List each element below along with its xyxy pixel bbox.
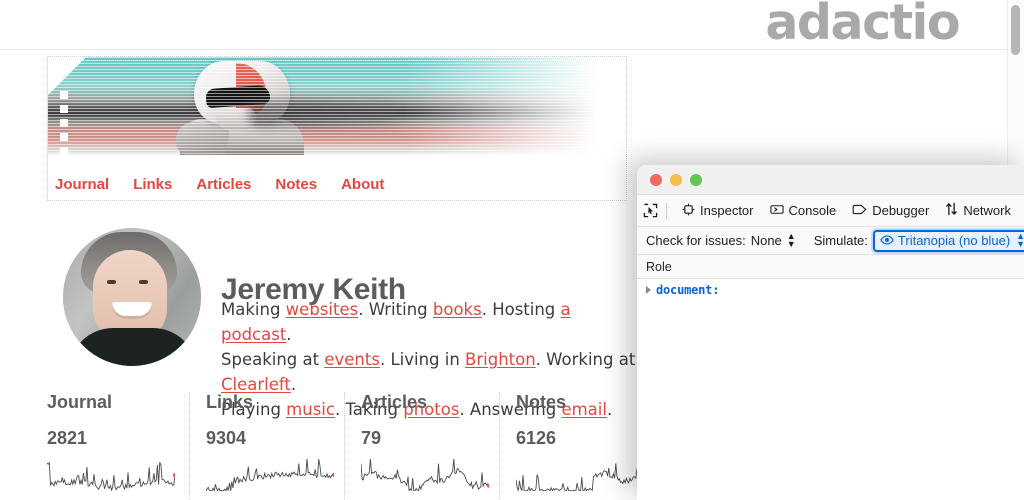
check-for-issues-select[interactable]: None ▲ ▼ xyxy=(750,230,796,249)
avatar xyxy=(63,228,201,366)
bio-text: Making xyxy=(221,300,286,319)
inspector-icon xyxy=(682,203,695,219)
bio-link-photos[interactable]: photos xyxy=(403,400,460,419)
banner-blur-shape xyxy=(248,101,398,127)
bio-text: . Writing xyxy=(358,300,433,319)
zoom-button[interactable] xyxy=(690,173,702,186)
stepper-icon: ▲ ▼ xyxy=(786,230,796,249)
bio-text: . xyxy=(290,375,297,394)
bio-link-websites[interactable]: websites xyxy=(285,300,359,319)
sparkline-chart xyxy=(361,459,489,491)
toolbar-divider xyxy=(666,202,668,219)
bio-text: . xyxy=(286,325,292,344)
banner-image xyxy=(48,57,614,155)
bio-text: . Hosting xyxy=(481,300,561,319)
profile-bio: Making websites. Writing books. Hosting … xyxy=(221,297,641,422)
eye-icon xyxy=(880,233,894,248)
bio-text: . xyxy=(606,400,613,419)
nav-item-journal[interactable]: Journal xyxy=(55,176,110,193)
page-scrollbar-thumb[interactable] xyxy=(1011,5,1020,55)
bio-link-a-podcast[interactable]: a podcast xyxy=(221,300,571,344)
bio-link-music[interactable]: music xyxy=(286,400,335,419)
bio-link-clearleft[interactable]: Clearleft xyxy=(221,375,291,394)
tab-inspector[interactable]: Inspector xyxy=(675,200,760,222)
stat-column-articles: Articles 79 xyxy=(344,392,499,500)
stat-value: 2821 xyxy=(47,428,88,448)
bio-text: . Living in xyxy=(379,350,466,369)
nav-item-about[interactable]: About xyxy=(341,176,385,193)
stat-label: Articles xyxy=(361,392,428,412)
site-navigation: Journal Links Articles Notes About xyxy=(55,176,384,193)
stat-label: Journal xyxy=(47,392,113,412)
page-title: Jeremy Keith xyxy=(221,273,406,307)
site-logo[interactable]: adactio xyxy=(765,0,960,51)
stepper-icon: ▲ ▼ xyxy=(1016,230,1024,249)
stat-column-journal: Journal 2821 xyxy=(47,392,189,500)
tab-label-console: Console xyxy=(788,203,837,218)
devtools-window: Inspector Console Debugger xyxy=(637,165,1024,500)
devtools-titlebar xyxy=(637,165,1024,195)
check-for-issues-value: None xyxy=(750,233,782,248)
bio-text: Playing xyxy=(221,400,287,419)
bio-link-brighton[interactable]: Brighton xyxy=(465,350,536,369)
sparkline-chart xyxy=(516,459,644,491)
nav-item-notes[interactable]: Notes xyxy=(275,176,318,193)
bio-line: Making websites. Writing books. Hosting … xyxy=(221,297,641,347)
tree-row-document[interactable]: document: xyxy=(637,279,1024,300)
banner-corner-cut xyxy=(48,57,86,95)
tree-row-role: document: xyxy=(656,282,720,297)
chevron-right-icon[interactable] xyxy=(646,285,651,294)
stat-label: Notes xyxy=(516,392,567,412)
tab-debugger[interactable]: Debugger xyxy=(845,200,936,222)
accessibility-tree: document: xyxy=(637,279,1024,500)
stat-column-notes: Notes 6126 xyxy=(499,392,654,500)
stat-value: 6126 xyxy=(516,428,557,448)
tree-column-header: Role xyxy=(637,255,1024,279)
nav-item-links[interactable]: Links xyxy=(133,176,173,193)
network-icon xyxy=(945,202,958,219)
stat-column-links: Links 9304 xyxy=(189,392,344,500)
bio-text: . Taking xyxy=(334,400,404,419)
nav-item-articles[interactable]: Articles xyxy=(196,176,252,193)
bio-text: . Answering xyxy=(459,400,562,419)
simulate-value: Tritanopia (no blue) xyxy=(897,233,1011,248)
simulate-select[interactable]: Tritanopia (no blue) ▲ ▼ xyxy=(872,229,1024,252)
tab-console[interactable]: Console xyxy=(763,200,844,222)
devtools-toolbar: Inspector Console Debugger xyxy=(637,195,1024,227)
column-header-role: Role xyxy=(646,259,672,274)
bio-link-email[interactable]: email xyxy=(561,400,607,419)
bio-text: . Working at xyxy=(535,350,636,369)
bio-line: Speaking at events. Living in Brighton. … xyxy=(221,347,641,397)
stat-value: 79 xyxy=(361,428,382,448)
bio-link-events[interactable]: events xyxy=(324,350,380,369)
site-header: adactio xyxy=(0,0,1007,50)
simulate-label: Simulate: xyxy=(813,233,868,248)
debugger-icon xyxy=(852,203,867,219)
stat-label: Links xyxy=(206,392,254,412)
tab-network[interactable]: Network xyxy=(938,199,1018,222)
banner-square-markers xyxy=(60,91,68,155)
banner-fade xyxy=(404,57,614,155)
bio-text: Speaking at xyxy=(221,350,325,369)
close-button[interactable] xyxy=(650,173,662,186)
minimize-button[interactable] xyxy=(670,173,682,186)
sparkline-chart xyxy=(206,459,334,491)
console-icon xyxy=(769,203,784,219)
tab-label-network: Network xyxy=(963,203,1011,218)
bio-link-books[interactable]: books xyxy=(432,300,482,319)
tab-label-inspector: Inspector xyxy=(700,203,754,218)
element-picker-icon[interactable] xyxy=(643,199,658,222)
stat-value: 9304 xyxy=(206,428,247,448)
accessibility-toolbar: Check for issues: None ▲ ▼ Simulate: Trit… xyxy=(637,227,1024,255)
tab-label-debugger: Debugger xyxy=(872,203,930,218)
sparkline-chart xyxy=(47,459,175,491)
banner-outline xyxy=(47,56,627,201)
check-for-issues-label: Check for issues: xyxy=(646,233,746,248)
stats-row: Journal 2821 Links 9304 Articles 79 Notes 6126 xyxy=(47,392,644,500)
bio-line: Playing music. Taking photos. Answering … xyxy=(221,397,641,422)
